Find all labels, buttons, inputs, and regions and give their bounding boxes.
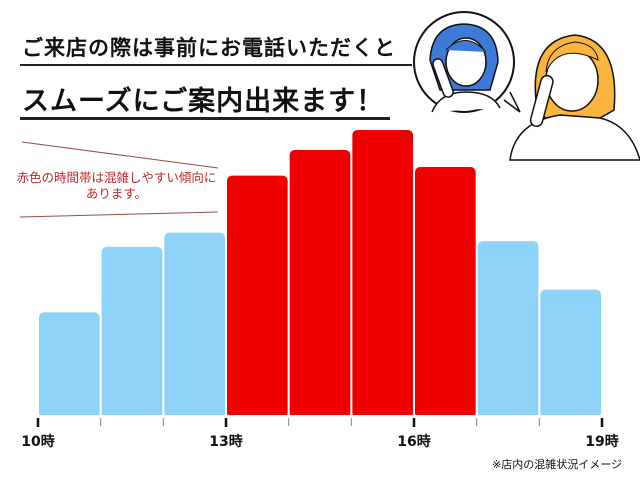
- heading-line1: ご来店の際は事前にお電話いただくと: [22, 36, 396, 60]
- busy-note: 赤色の時間帯は混雑しやすい傾向にあります。: [16, 170, 217, 201]
- x-tick-label: 10時: [21, 433, 54, 450]
- bar-13-14: [227, 175, 288, 418]
- bar-18-19: [540, 289, 601, 418]
- bar-15-16: [352, 130, 413, 418]
- bar-17-18: [477, 241, 539, 418]
- underline: [20, 117, 390, 120]
- operator-illustration-icon: [413, 11, 521, 113]
- underline: [20, 64, 412, 66]
- bar-14-15: [289, 149, 351, 418]
- x-tick-label: 16時: [397, 433, 430, 450]
- bar-16-17: [415, 167, 476, 418]
- x-tick-label: 19時: [585, 433, 618, 450]
- bar-11-12: [101, 246, 163, 418]
- bar-12-13: [164, 232, 225, 418]
- customer-illustration-icon: [509, 34, 640, 161]
- x-tick-label: 13時: [209, 433, 242, 450]
- baseline-gap: [38, 415, 602, 419]
- heading-line2: スムーズにご案内出来ます！: [22, 86, 385, 117]
- footnote: ※店内の混雑状況イメージ: [492, 458, 622, 471]
- note-line-top: [21, 141, 219, 169]
- note-line-bottom: [19, 211, 219, 218]
- bar-10-11: [39, 312, 100, 418]
